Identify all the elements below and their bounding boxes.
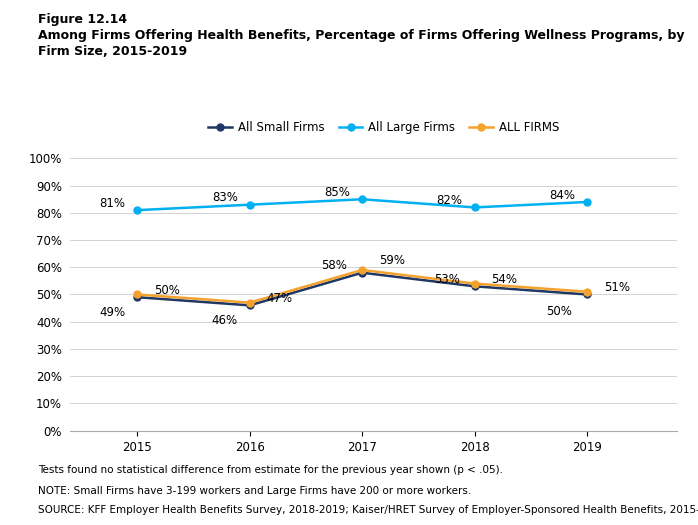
Text: 53%: 53% (434, 273, 460, 286)
Text: 50%: 50% (547, 304, 572, 318)
Text: Tests found no statistical difference from estimate for the previous year shown : Tests found no statistical difference fr… (38, 465, 503, 475)
Text: NOTE: Small Firms have 3-199 workers and Large Firms have 200 or more workers.: NOTE: Small Firms have 3-199 workers and… (38, 486, 472, 496)
Text: 82%: 82% (437, 194, 463, 207)
Text: 81%: 81% (99, 197, 125, 209)
Text: Among Firms Offering Health Benefits, Percentage of Firms Offering Wellness Prog: Among Firms Offering Health Benefits, Pe… (38, 29, 685, 42)
Text: 59%: 59% (379, 254, 405, 267)
Text: 54%: 54% (491, 273, 517, 286)
Text: 50%: 50% (154, 284, 180, 297)
Text: 46%: 46% (211, 314, 238, 327)
Text: Firm Size, 2015-2019: Firm Size, 2015-2019 (38, 45, 188, 58)
Text: 47%: 47% (267, 292, 292, 305)
Text: SOURCE: KFF Employer Health Benefits Survey, 2018-2019; Kaiser/HRET Survey of Em: SOURCE: KFF Employer Health Benefits Sur… (38, 505, 698, 515)
Text: 51%: 51% (604, 281, 630, 294)
Legend: All Small Firms, All Large Firms, ALL FIRMS: All Small Firms, All Large Firms, ALL FI… (204, 116, 564, 139)
Text: Figure 12.14: Figure 12.14 (38, 13, 128, 26)
Text: 83%: 83% (211, 191, 237, 204)
Text: 84%: 84% (549, 188, 575, 202)
Text: 85%: 85% (325, 186, 350, 199)
Text: 58%: 58% (322, 259, 348, 272)
Text: 49%: 49% (99, 306, 126, 319)
